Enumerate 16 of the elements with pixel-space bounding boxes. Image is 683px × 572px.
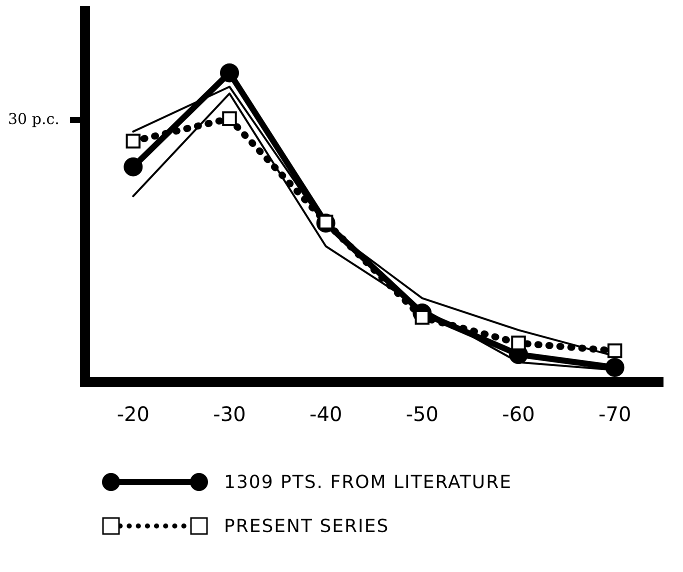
x-tick-label: -30 — [213, 402, 246, 426]
point — [126, 134, 141, 149]
x-tick-label: -50 — [406, 402, 439, 426]
point — [124, 157, 143, 176]
text: 30 p.c. — [8, 110, 60, 128]
x-tick-label: -70 — [598, 402, 632, 426]
legend-label: PRESENT SERIES — [224, 516, 390, 536]
point — [511, 336, 526, 350]
point — [222, 111, 237, 126]
x-tick-label: -60 — [502, 402, 535, 426]
point — [607, 343, 622, 358]
x-tick-label: -20 — [116, 402, 150, 426]
point — [220, 63, 239, 82]
point — [605, 358, 624, 377]
x-tick-label: -40 — [309, 402, 342, 426]
legend-label: 1309 PTS. FROM LITERATURE — [224, 472, 512, 492]
